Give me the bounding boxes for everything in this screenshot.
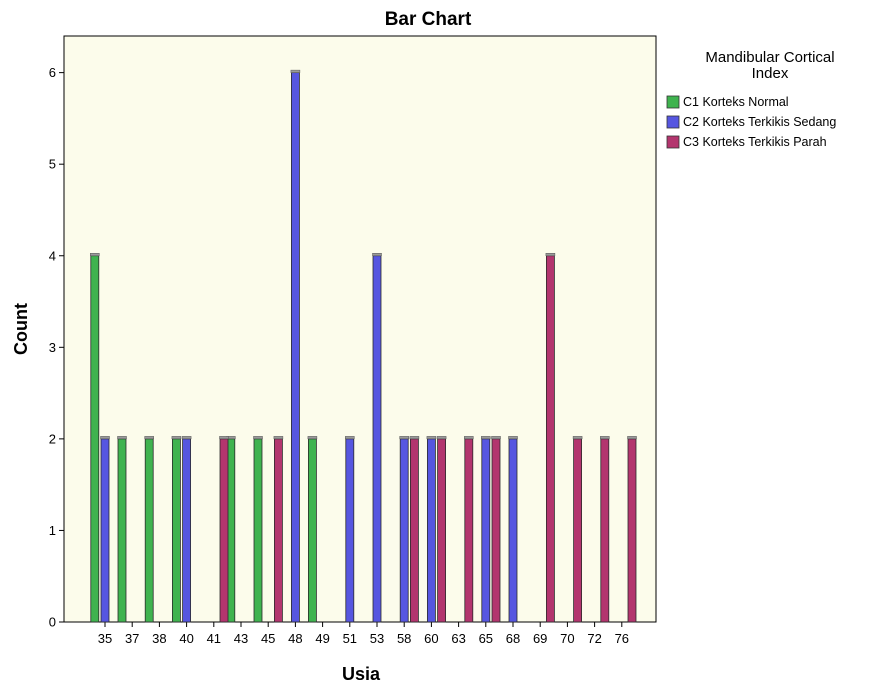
bar-top-cap [273,436,284,440]
bar-top-cap [627,436,637,440]
bar-top-cap [253,436,263,440]
bar: C3 Korteks Terkikis Parah — 45: 2 [273,438,283,623]
x-tick-label: 48 [288,631,302,646]
bar: C3 Korteks Terkikis Parah — 41: 2 [219,438,229,623]
bar-top-cap [426,436,437,440]
bar-top-cap [572,436,583,440]
bar-top-cap [436,436,447,440]
y-tick-label: 4 [49,248,56,263]
bar-top-cap [481,436,491,440]
bar: C2 Korteks Terkikis Sedang — 40: 2 [182,438,192,623]
bar: C2 Korteks Terkikis Sedang — 35: 2 [100,438,110,623]
legend-label-c2: C2 Korteks Terkikis Sedang [683,115,836,129]
x-tick-label: 41 [207,631,221,646]
bar: C1 Korteks Normal — 45: 2 [253,438,263,623]
x-tick-label: 60 [424,631,438,646]
x-tick-label: 37 [125,631,139,646]
bar: C3 Korteks Terkikis Parah — 72: 2 [600,438,610,623]
x-tick-label: 68 [506,631,520,646]
y-tick-label: 2 [49,431,56,446]
x-tick-label: 43 [234,631,248,646]
x-tick-label: 70 [560,631,574,646]
legend-title-line-1: Mandibular Cortical [705,49,834,66]
y-axis-title: Count [11,303,31,355]
legend: Mandibular Cortical Index C1 Korteks Nor… [666,49,836,149]
bar-top-cap [90,253,100,256]
legend-swatch-c1 [666,95,680,109]
chart-title: Bar Chart [385,9,472,30]
y-tick-label: 5 [49,157,56,172]
bar-top-cap [100,436,110,440]
x-axis-title: Usia [342,664,381,684]
bar-top-cap [491,436,501,440]
bars: C1 Korteks Normal — 35: 4 C1 Korteks Norm… [90,69,637,623]
bar-top-cap [399,436,409,440]
bar: C3 Korteks Terkikis Parah — 60: 2 [437,438,447,623]
plot-area [63,35,657,623]
bar: C2 Korteks Terkikis Sedang — 48: 6 [290,72,300,623]
bar: C1 Korteks Normal — 37: 2 [117,438,127,623]
bar-top-cap [600,436,610,440]
x-tick-label: 35 [98,631,112,646]
legend-swatch-c2 [666,115,680,129]
y-tick-label: 3 [49,340,56,355]
bar-top-cap [290,69,301,73]
bar: C1 Korteks Normal — 35: 4 [90,255,100,623]
bar: C3 Korteks Terkikis Parah — 70: 2 [573,438,582,623]
x-tick-label: 49 [315,631,329,646]
x-tick-label: 69 [533,631,547,646]
bar-top-cap [181,436,192,440]
bar: C3 Korteks Terkikis Parah — 58: 2 [409,438,419,623]
bar: C2 Korteks Terkikis Sedang — 51: 2 [345,438,355,623]
bar: C1 Korteks Normal — 40: 2 [171,438,181,623]
x-tick-label: 45 [261,631,275,646]
x-tick-label: 58 [397,631,411,646]
x-tick-label: 72 [587,631,601,646]
x-tick-label: 53 [370,631,384,646]
y-axis: 0 1 2 3 4 5 6 [49,65,64,630]
x-tick-label: 40 [179,631,193,646]
x-tick-label: 63 [451,631,465,646]
y-tick-label: 1 [49,523,56,538]
bar: C3 Korteks Terkikis Parah — 76: 2 [627,438,637,623]
legend-title-line-2: Index [752,65,789,82]
bar-top-cap [508,436,518,440]
bar-top-cap [372,253,382,256]
bar-top-cap [307,436,318,440]
bar: C2 Korteks Terkikis Sedang — 65: 2 [481,438,491,623]
legend-label-c3: C3 Korteks Terkikis Parah [683,135,827,149]
x-tick-label: 76 [615,631,629,646]
x-axis: 35 37 38 40 41 43 45 48 49 51 53 58 60 63 65 68 69 70 72 76 [98,622,629,646]
x-tick-label: 38 [152,631,166,646]
bar-top-cap [117,436,127,440]
x-tick-label: 51 [343,631,357,646]
bar: C2 Korteks Terkikis Sedang — 53: 4 [372,255,382,623]
legend-swatch-c3 [666,135,680,149]
bar: C1 Korteks Normal — 49: 2 [307,438,317,623]
bar: C3 Korteks Terkikis Parah — 63: 2 [464,438,474,623]
bar: C3 Korteks Terkikis Parah — 65: 2 [491,438,501,623]
bar: C2 Korteks Terkikis Sedang — 68: 2 [508,438,518,623]
bar-top-cap [171,436,182,440]
bar: C1 Korteks Normal — 38: 2 [144,438,154,623]
bar-top-cap [345,436,355,440]
bar: C2 Korteks Terkikis Sedang — 58: 2 [399,438,409,623]
bar: C2 Korteks Terkikis Sedang — 60: 2 [426,438,436,623]
y-tick-label: 6 [49,65,56,80]
bar-top-cap [409,436,420,440]
y-tick-label: 0 [49,615,56,630]
bar-top-cap [464,436,474,440]
bar: C3 Korteks Terkikis Parah — 69: 4 [546,255,555,623]
x-tick-label: 65 [479,631,493,646]
legend-label-c1: C1 Korteks Normal [683,95,789,109]
bar-top-cap [545,253,556,256]
bar-top-cap [144,436,154,440]
bar-top-cap [219,436,229,440]
